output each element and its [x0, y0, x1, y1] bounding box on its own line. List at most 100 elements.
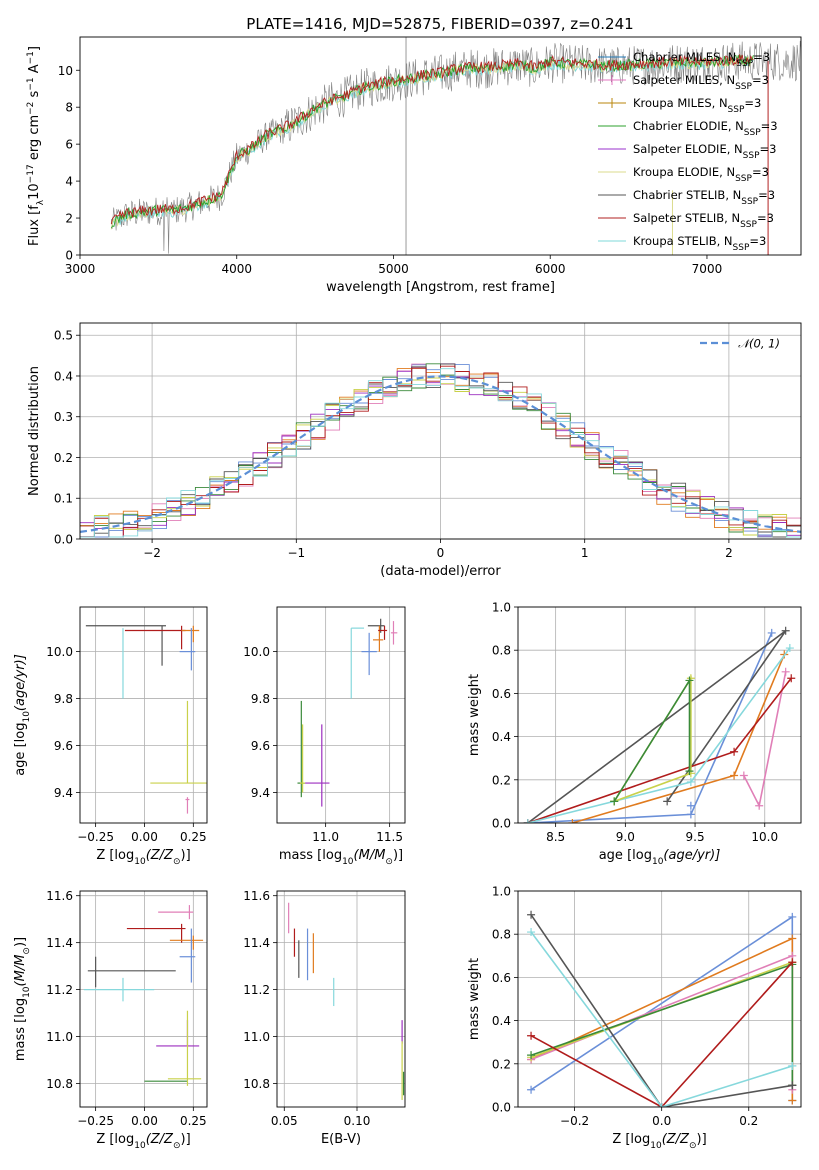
- y-tick-label: 11.4: [46, 936, 73, 950]
- series-line: [530, 914, 793, 1107]
- axes-frame: [517, 890, 802, 1108]
- y-tick-label: 11.0: [243, 1030, 270, 1044]
- age-vs-mass-axes: 11.0 11.5 9.4 9.6 9.8 10.0 mass [log10(M/M⊙)]: [243, 606, 406, 867]
- x-tick-label: 0.00: [131, 830, 158, 844]
- plot-area: [85, 625, 207, 814]
- y-tick-label: 10: [58, 64, 73, 78]
- y-axis-label: mass weight: [467, 958, 482, 1040]
- series-marker: [787, 674, 796, 683]
- y-tick-label: 0.8: [492, 928, 511, 942]
- error-bar-point: [361, 632, 377, 676]
- error-bar-point: [85, 625, 166, 666]
- series-marker: [657, 1103, 666, 1107]
- series-marker: [739, 771, 748, 780]
- x-tick-label: 11.5: [376, 830, 403, 844]
- y-tick-label: 9.6: [54, 739, 73, 753]
- y-tick-label: 0.0: [492, 817, 511, 831]
- error-bar-point: [167, 1010, 202, 1086]
- y-axis-label: Normed distribution: [27, 366, 42, 496]
- legend-entry-label: Chabrier MILES, NSSP=3: [633, 50, 770, 69]
- series-line: [527, 632, 773, 823]
- y-tick-label: 0.5: [54, 329, 73, 343]
- y-tick-label: 11.6: [243, 889, 270, 903]
- y-tick-label: 0.3: [54, 410, 73, 424]
- error-bar-point: [158, 905, 194, 920]
- residuals-axes: −2 −1 0 1 2 0.0 0.1 0.2 0.3 0.4 0.5 𝒩(0, 1) (data-mo…: [27, 322, 802, 579]
- x-axis-label: (data-model)/error: [380, 564, 501, 579]
- y-tick-label: 11.0: [46, 1030, 73, 1044]
- error-bar-point: [179, 928, 196, 983]
- series-marker: [686, 810, 695, 819]
- plot-area: [110, 37, 801, 255]
- series-marker: [730, 747, 739, 756]
- y-tick-label: 9.4: [54, 786, 73, 800]
- error-bar-point: [185, 797, 190, 814]
- y-tick-label: 0: [65, 249, 73, 263]
- error-bar-point: [179, 628, 196, 671]
- y-tick-label: 0.2: [492, 1057, 511, 1071]
- series-marker: [788, 1061, 797, 1070]
- y-tick-label: 0.6: [492, 687, 511, 701]
- y-tick-label: 0.6: [492, 971, 511, 985]
- plot-area: [288, 902, 405, 1100]
- y-axis-label: age [log10(age/yr)]: [13, 654, 32, 776]
- error-bar-point: [390, 621, 398, 645]
- x-tick-label: 0.0: [652, 1114, 671, 1128]
- error-bar-point: [124, 625, 186, 650]
- y-tick-label: 11.4: [243, 936, 270, 950]
- series-marker: [527, 1031, 536, 1040]
- x-tick-label: −1: [287, 546, 305, 560]
- series-marker: [788, 1081, 797, 1090]
- histogram-step-line: [80, 363, 801, 538]
- x-tick-label: 2: [725, 546, 733, 560]
- y-tick-label: 0.1: [54, 492, 73, 506]
- x-tick-label: 8.5: [546, 830, 565, 844]
- x-tick-label: 3000: [65, 262, 96, 276]
- y-tick-label: 1.0: [492, 601, 511, 615]
- x-tick-label: −0.2: [560, 1114, 589, 1128]
- x-tick-label: 4000: [221, 262, 252, 276]
- y-tick-label: 0.2: [492, 773, 511, 787]
- series-marker: [686, 777, 695, 786]
- series-marker: [527, 1085, 536, 1094]
- axes-frame: [79, 890, 208, 1108]
- error-bar-point: [350, 627, 365, 699]
- y-tick-label: 11.2: [243, 983, 270, 997]
- y-tick-label: 0.2: [54, 451, 73, 465]
- plot-area: [83, 905, 204, 1086]
- plot-area: [527, 910, 797, 1107]
- series-marker: [523, 819, 532, 823]
- series-line: [530, 961, 793, 1107]
- x-tick-label: 0: [437, 546, 445, 560]
- x-tick-label: 0.2: [739, 1114, 758, 1128]
- x-axis-label: age [log10(age/yr)]: [599, 848, 721, 867]
- x-tick-label: 1: [581, 546, 589, 560]
- series-marker: [686, 674, 695, 683]
- series-line: [530, 931, 793, 1107]
- mass-vs-z-axes: −0.25 0.00 0.25 10.8 11.0 11.2 11.4 11.6 Z [log1…: [13, 889, 208, 1151]
- error-bar-point: [156, 1020, 200, 1047]
- error-bar-point: [83, 977, 155, 1002]
- x-axis-label: Z [log10(Z/Z⊙)]: [96, 848, 190, 867]
- series-line: [527, 630, 787, 823]
- series-marker: [788, 958, 797, 967]
- mass-vs-ebv-axes: 0.05 0.10 10.8 11.0 11.2 11.4 11.6 E(B-V): [243, 889, 406, 1147]
- x-tick-label: 0.25: [180, 830, 207, 844]
- axes-frame: [79, 322, 802, 540]
- x-axis-label: mass [log10(M/M⊙)]: [279, 848, 403, 867]
- series-marker: [685, 676, 694, 685]
- series-marker: [527, 1051, 536, 1060]
- series-marker: [788, 912, 797, 921]
- y-tick-label: 0.4: [492, 730, 511, 744]
- error-bar-point: [300, 724, 306, 793]
- series-marker: [781, 667, 790, 676]
- y-tick-label: 9.8: [54, 692, 73, 706]
- error-bar-point: [126, 923, 186, 943]
- y-tick-label: 10.0: [243, 645, 270, 659]
- series-marker: [730, 771, 739, 780]
- y-tick-label: 10.0: [46, 645, 73, 659]
- y-tick-label: 4: [65, 175, 73, 189]
- y-tick-label: 9.6: [251, 739, 270, 753]
- legend-entry-label: Salpeter ELODIE, NSSP=3: [633, 142, 776, 161]
- error-bar-point: [373, 625, 384, 652]
